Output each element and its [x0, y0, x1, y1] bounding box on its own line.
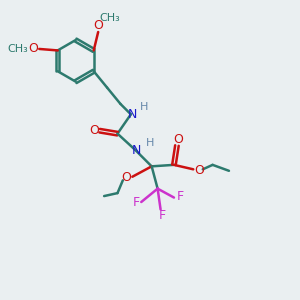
- Text: CH₃: CH₃: [100, 13, 120, 23]
- Text: O: O: [194, 164, 204, 177]
- Text: F: F: [132, 196, 140, 208]
- Text: O: O: [173, 133, 183, 146]
- Text: CH₃: CH₃: [7, 44, 28, 54]
- Text: O: O: [89, 124, 99, 137]
- Text: F: F: [176, 190, 184, 202]
- Text: O: O: [121, 171, 131, 184]
- Text: N: N: [132, 143, 142, 157]
- Text: H: H: [140, 102, 148, 112]
- Text: F: F: [158, 209, 166, 223]
- Text: N: N: [128, 108, 137, 121]
- Text: H: H: [146, 138, 154, 148]
- Text: O: O: [28, 42, 38, 56]
- Text: O: O: [93, 19, 103, 32]
